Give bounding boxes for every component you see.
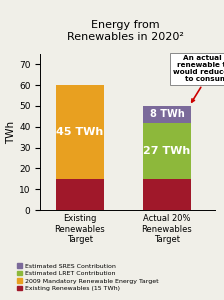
- Bar: [143, 179, 191, 210]
- Bar: [143, 123, 191, 179]
- Text: Energy from
Renewables in 2020²: Energy from Renewables in 2020²: [67, 20, 184, 42]
- Text: An actual 20%
renewable target
would reduce costs
to consumers: An actual 20% renewable target would red…: [173, 55, 224, 102]
- Text: 27 TWh: 27 TWh: [143, 146, 191, 156]
- Text: 8 TWh: 8 TWh: [150, 109, 184, 119]
- Bar: [143, 106, 191, 123]
- Bar: [56, 179, 104, 210]
- Legend: Estimated SRES Contribution, Estimated LRET Contribution, 2009 Mandatory Renewab: Estimated SRES Contribution, Estimated L…: [14, 261, 161, 294]
- Y-axis label: TWh: TWh: [6, 120, 16, 144]
- Text: 45 TWh: 45 TWh: [56, 127, 103, 137]
- Bar: [56, 85, 104, 179]
